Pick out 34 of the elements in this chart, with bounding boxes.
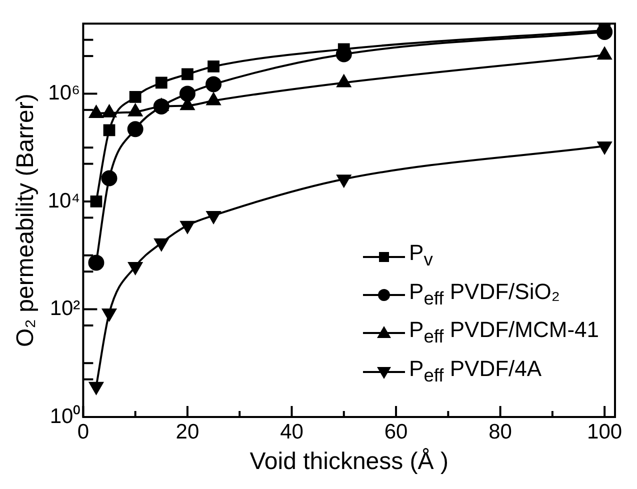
legend-label: P$_{eff}$ PVDF/4A — [409, 354, 542, 387]
point — [336, 174, 351, 188]
point — [129, 91, 142, 103]
legend-label: P$_{eff}$ PVDF/MCM-41 — [409, 316, 599, 349]
x-tick-label: 100 — [587, 420, 622, 444]
point — [154, 238, 168, 251]
point — [598, 47, 612, 60]
point — [102, 308, 116, 322]
x-axis-title: Void thickness (Å ) — [250, 448, 448, 476]
x-tick-label: 20 — [176, 420, 200, 444]
y-tick-label: 10⁴ — [48, 189, 80, 212]
point — [180, 220, 195, 234]
y-axis-title: O₂ permeability (Barrer) — [12, 94, 40, 347]
point — [101, 170, 118, 186]
point — [179, 86, 196, 102]
point — [89, 382, 104, 394]
point — [103, 124, 116, 136]
point — [127, 121, 144, 138]
point — [182, 68, 194, 80]
x-tick-label: 0 — [77, 420, 90, 444]
y-tick-label: 10² — [50, 297, 80, 320]
point — [88, 254, 104, 271]
y-tick-label: 10⁶ — [48, 82, 80, 104]
point — [206, 76, 222, 92]
x-tick-label: 60 — [384, 420, 408, 444]
point — [155, 76, 168, 89]
point — [208, 60, 220, 72]
point — [128, 262, 142, 275]
legend-label: P$_{eff}$ PVDF/SiO₂ — [409, 278, 560, 310]
x-tick-label: 40 — [280, 420, 304, 444]
point — [206, 210, 221, 224]
x-tick-label: 80 — [488, 420, 512, 444]
point — [90, 196, 102, 208]
legend-label: P$_{v}$ — [409, 239, 433, 272]
